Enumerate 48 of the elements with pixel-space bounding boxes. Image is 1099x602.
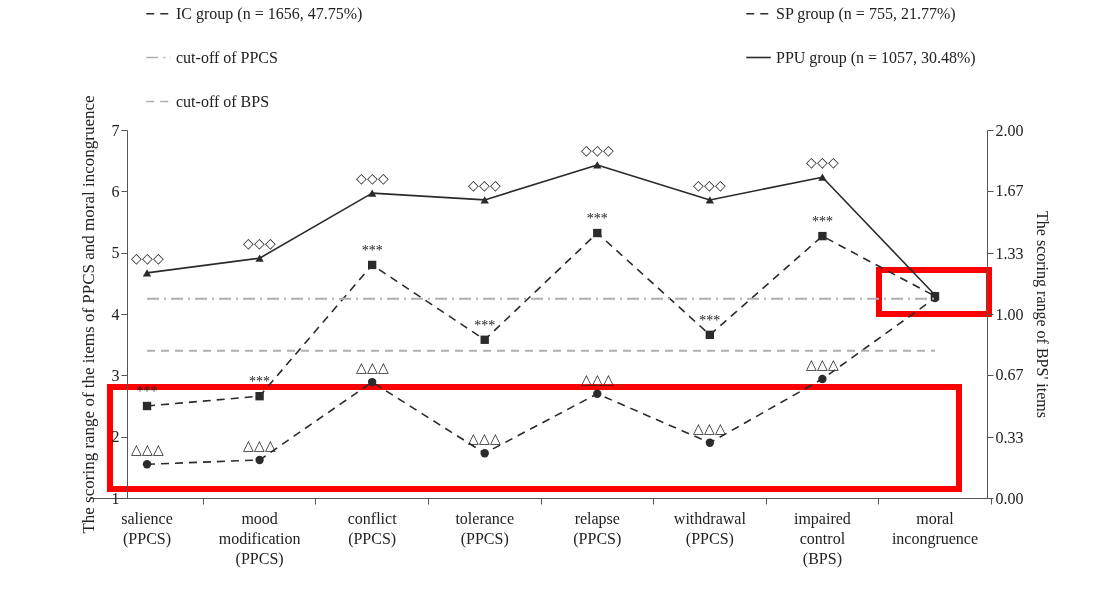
x-tick-label: withdrawal (PPCS) [673,509,747,548]
x-tick-label: impaired control (BPS) [793,509,851,568]
legend-label: IC group (n = 1656, 47.75%) [176,4,363,23]
legend-label: cut-off of PPCS [176,48,278,66]
annotation: *** [474,317,496,333]
annotation: ◇◇◇ [693,177,727,193]
x-tick-label: salience (PPCS) [121,509,173,548]
y-tick-label: 3 [111,366,120,384]
annotation: *** [136,384,158,399]
annotation: ◇◇◇ [805,155,839,171]
y-axis-title: The scoring range of the items of PPCS and moral incongruence [78,95,98,534]
y2-tick-label: 0.00 [995,489,1024,507]
x-tick-label: tolerance (PPCS) [455,509,515,548]
y-tick-label: 6 [111,182,120,200]
y2-tick-label: 0.67 [995,366,1024,384]
annotation: △△△ [693,420,727,436]
x-tick-label: moral incongruence [891,509,979,548]
y2-tick-label: 1.67 [995,182,1024,200]
annotation: △△△ [805,357,839,373]
x-tick-label: conflict (PPCS) [347,509,398,548]
annotation: ◇◇◇ [243,236,277,252]
y2-tick-label: 1.00 [995,305,1024,323]
legend-label: SP group (n = 755, 21.77%) [776,4,956,23]
x-tick-label: relapse (PPCS) [573,509,622,548]
annotation: △△△ [580,371,614,387]
annotation: *** [249,374,271,390]
y-tick-label: 4 [111,305,120,323]
y-tick-label: 7 [111,121,120,139]
annotation: ◇◇◇ [468,177,502,193]
y-tick-label: 5 [111,244,120,262]
y2-tick-label: 1.33 [995,244,1024,262]
annotation: *** [586,211,608,227]
annotation: *** [361,242,383,258]
annotation: ◇◇◇ [355,171,389,187]
annotation: △△△ [130,442,164,458]
y2-tick-label: 0.33 [995,428,1024,446]
annotation: *** [811,214,833,230]
annotation: △△△ [468,431,502,447]
annotation: *** [699,312,721,328]
legend-label: cut-off of BPS [176,92,270,110]
y2-axis-title: The scoring range of BPS' items [1032,211,1051,418]
y2-tick-label: 2.00 [995,121,1024,139]
annotation: △△△ [243,437,277,453]
annotation: △△△ [355,360,389,376]
x-tick-label: mood modification (PPCS) [218,509,301,568]
legend-label: PPU group (n = 1057, 30.48%) [776,48,976,67]
annotation: ◇◇◇ [130,250,164,266]
annotation: ◇◇◇ [580,142,614,158]
